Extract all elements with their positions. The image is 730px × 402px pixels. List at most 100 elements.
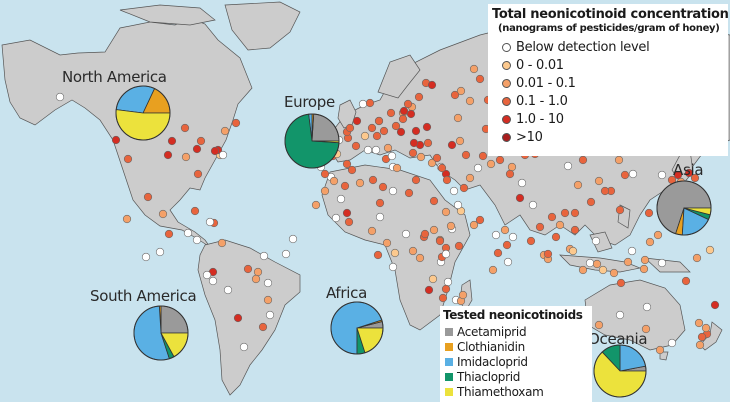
sample-dot <box>639 264 649 274</box>
sample-dot <box>218 150 228 160</box>
sample-dot <box>441 249 451 259</box>
sample-dot <box>614 155 624 165</box>
sample-dot <box>388 262 398 272</box>
legend-item-clothianidin: Clothianidin <box>445 339 592 354</box>
sample-dot <box>404 188 414 198</box>
sample-dot <box>438 293 448 303</box>
sample-dot <box>263 295 273 305</box>
sample-dot <box>379 126 389 136</box>
sample-dot <box>220 126 230 136</box>
sample-dot <box>690 173 700 183</box>
sample-dot <box>427 80 437 90</box>
sample-dot <box>388 186 398 196</box>
sample-dot <box>424 285 434 295</box>
tested-neonicotinoids-legend: Tested neonicotinoids Acetamiprid Clothi… <box>440 306 592 402</box>
sample-dot <box>190 206 200 216</box>
sample-dot <box>443 277 453 287</box>
sample-dot <box>342 159 352 169</box>
sample-dot <box>657 170 667 180</box>
sample-dot <box>143 192 153 202</box>
sample-dot <box>627 246 637 256</box>
sample-dot <box>382 238 392 248</box>
sample-dot <box>344 217 354 227</box>
region-label-africa: Africa <box>326 284 367 302</box>
sample-dot <box>281 249 291 259</box>
sample-dot <box>667 338 677 348</box>
sample-dot <box>644 208 654 218</box>
swatch-icon <box>445 357 453 366</box>
sample-dot <box>340 181 350 191</box>
sample-dot <box>375 212 385 222</box>
swatch-icon <box>445 387 453 396</box>
legend-item-thiacloprid: Thiacloprid <box>445 369 592 384</box>
sample-dot <box>459 183 469 193</box>
sample-dot <box>437 163 447 173</box>
tasmania <box>659 351 669 361</box>
sample-dot <box>429 196 439 206</box>
sample-dot <box>645 237 655 247</box>
concentration-legend: Total neonicotinoid concentration (nanog… <box>488 4 729 156</box>
pie-africa <box>330 301 384 355</box>
dot-icon <box>502 78 511 88</box>
arctic-islands <box>119 4 216 26</box>
sample-dot <box>403 99 413 109</box>
sample-dot <box>701 323 711 333</box>
sample-dot <box>528 200 538 210</box>
pie-north-america <box>115 85 171 141</box>
dot-icon <box>502 42 511 52</box>
sample-dot <box>231 118 241 128</box>
sample-dot <box>442 175 452 185</box>
sample-dot <box>233 313 243 323</box>
sample-dot <box>640 255 650 265</box>
sample-dot <box>585 258 595 268</box>
sample-dot <box>461 150 471 160</box>
region-label-north-america: North America <box>62 68 167 86</box>
region-label-europe: Europe <box>284 93 335 111</box>
sample-dot <box>352 116 362 126</box>
sample-dot <box>628 169 638 179</box>
region-pies <box>115 85 712 398</box>
sample-dot <box>473 163 483 173</box>
sample-dot <box>469 64 479 74</box>
sample-dot <box>217 238 227 248</box>
sample-dot <box>263 278 273 288</box>
greenland <box>224 1 301 51</box>
sample-dot <box>398 114 408 124</box>
sample-dot <box>486 159 496 169</box>
sample-dot <box>406 109 416 119</box>
sample-dot <box>399 106 409 116</box>
sample-dot <box>390 248 400 258</box>
sample-dot <box>391 121 401 131</box>
sample-dot <box>598 265 608 275</box>
sample-dot <box>243 264 253 274</box>
sample-dot <box>163 150 173 160</box>
sample-dot <box>526 236 536 246</box>
sample-dot <box>371 145 381 155</box>
legend-title: Total neonicotinoid concentration <box>492 7 729 22</box>
sample-dot <box>469 220 479 230</box>
sample-dot <box>208 276 218 286</box>
sample-dot <box>259 251 269 261</box>
sample-dot <box>600 186 610 196</box>
sample-dots <box>55 64 720 355</box>
scandinavia <box>377 54 421 99</box>
sample-dot <box>180 123 190 133</box>
sample-dot <box>367 123 377 133</box>
sample-dot <box>408 148 418 158</box>
sample-dot <box>450 90 460 100</box>
sample-dot <box>609 268 619 278</box>
sample-dot <box>205 217 215 227</box>
sample-dot <box>441 284 451 294</box>
sample-dot <box>449 186 459 196</box>
sample-dot <box>642 302 652 312</box>
sample-dot <box>408 246 418 256</box>
sample-dot <box>363 145 373 155</box>
legend-item-below-detection: Below detection level <box>502 38 728 56</box>
sample-dot <box>320 186 330 196</box>
sample-dot <box>401 229 411 239</box>
sample-dot <box>265 310 275 320</box>
sample-dot <box>578 155 588 165</box>
sample-dot <box>432 153 442 163</box>
sample-dot <box>435 236 445 246</box>
sample-dot <box>493 248 503 258</box>
